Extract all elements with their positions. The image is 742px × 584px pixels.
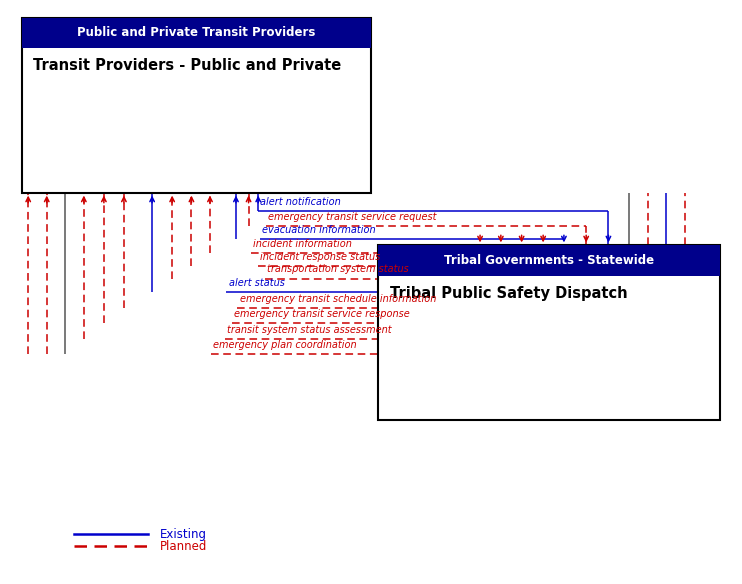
Text: evacuation information: evacuation information <box>262 225 375 235</box>
Text: incident information: incident information <box>253 239 352 249</box>
Text: emergency transit schedule information: emergency transit schedule information <box>240 294 436 304</box>
Bar <box>378 245 720 420</box>
Bar <box>22 18 371 193</box>
Text: emergency plan coordination: emergency plan coordination <box>213 340 357 350</box>
Text: emergency transit service response: emergency transit service response <box>234 309 410 319</box>
Text: Transit Providers - Public and Private: Transit Providers - Public and Private <box>33 58 341 74</box>
Bar <box>378 245 720 276</box>
Text: alert notification: alert notification <box>260 197 341 207</box>
Text: transit system status assessment: transit system status assessment <box>227 325 392 335</box>
Text: Existing: Existing <box>160 528 206 541</box>
Text: Tribal Governments - Statewide: Tribal Governments - Statewide <box>444 254 654 267</box>
Text: Tribal Public Safety Dispatch: Tribal Public Safety Dispatch <box>390 286 627 301</box>
Text: incident response status: incident response status <box>260 252 381 262</box>
Text: emergency transit service request: emergency transit service request <box>268 212 436 222</box>
Text: alert status: alert status <box>229 278 284 288</box>
Text: Planned: Planned <box>160 540 207 552</box>
Bar <box>22 18 371 48</box>
Text: Public and Private Transit Providers: Public and Private Transit Providers <box>77 26 316 39</box>
Text: transportation system status: transportation system status <box>267 265 409 274</box>
